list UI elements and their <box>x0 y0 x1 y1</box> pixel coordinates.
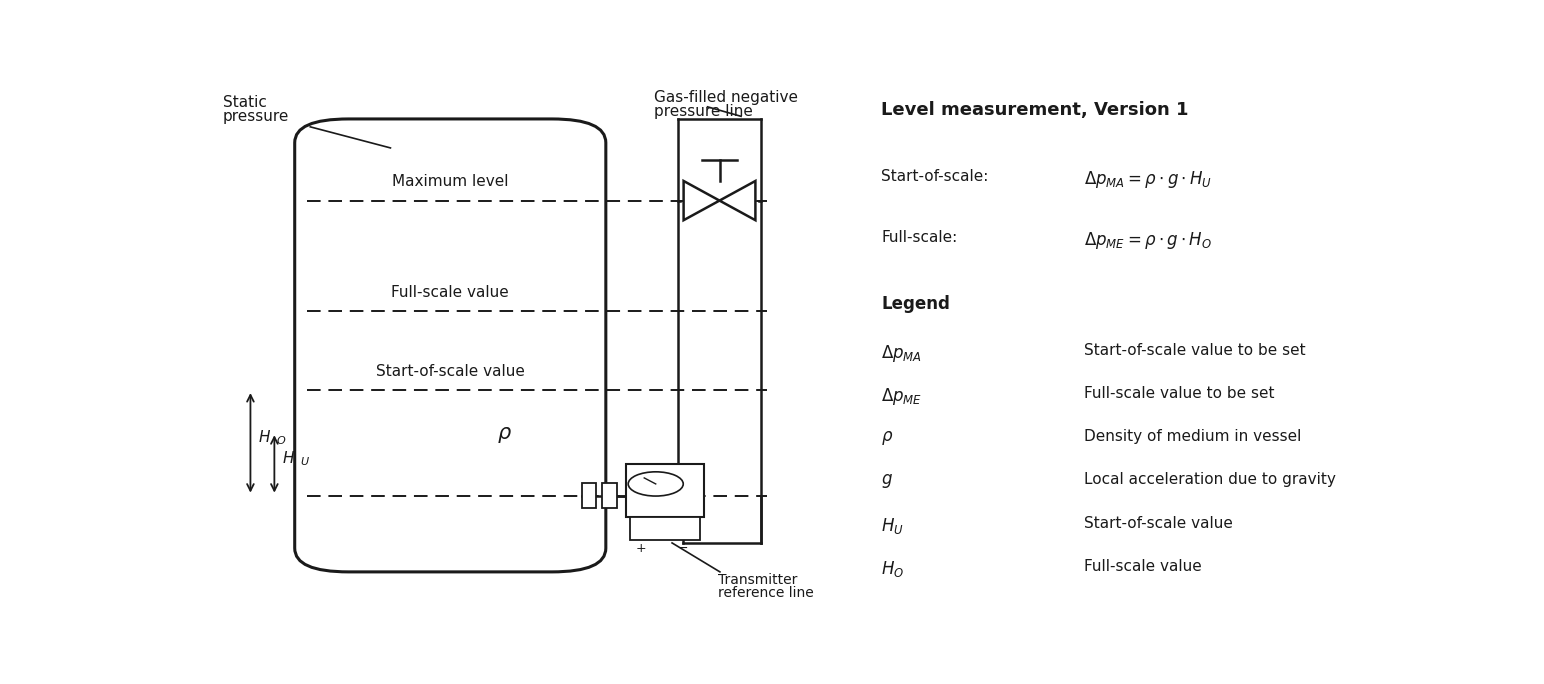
Text: +: + <box>635 542 645 555</box>
Text: $g$: $g$ <box>882 473 892 490</box>
Text: Full-scale value: Full-scale value <box>1084 559 1203 574</box>
Polygon shape <box>684 181 720 220</box>
Text: Full-scale value: Full-scale value <box>391 285 510 300</box>
Text: pressure: pressure <box>222 109 289 124</box>
Text: Full-scale value to be set: Full-scale value to be set <box>1084 386 1275 401</box>
Text: H: H <box>283 451 295 466</box>
Text: H: H <box>259 430 270 445</box>
Polygon shape <box>720 181 755 220</box>
Text: reference line: reference line <box>718 586 814 600</box>
Text: −: − <box>678 542 687 555</box>
Bar <box>602 483 616 508</box>
Text: $\rho$: $\rho$ <box>497 425 511 445</box>
Text: Start-of-scale value to be set: Start-of-scale value to be set <box>1084 343 1306 358</box>
Bar <box>630 516 699 540</box>
Circle shape <box>628 472 684 496</box>
Text: Static: Static <box>222 95 267 110</box>
Text: Gas-filled negative: Gas-filled negative <box>653 90 798 105</box>
Text: Density of medium in vessel: Density of medium in vessel <box>1084 429 1302 444</box>
Text: Level measurement, Version 1: Level measurement, Version 1 <box>882 101 1189 118</box>
Bar <box>627 464 704 516</box>
Text: $\Delta p_{MA} = \rho \cdot g \cdot H_U$: $\Delta p_{MA} = \rho \cdot g \cdot H_U$ <box>1084 169 1212 190</box>
Text: $\Delta p_{ME}$: $\Delta p_{ME}$ <box>882 386 922 407</box>
Text: O: O <box>276 436 286 446</box>
Text: Maximum level: Maximum level <box>392 174 508 189</box>
Text: Transmitter: Transmitter <box>718 573 797 588</box>
Text: $\rho$: $\rho$ <box>882 429 894 447</box>
FancyBboxPatch shape <box>295 119 605 572</box>
Bar <box>582 483 596 508</box>
Text: U: U <box>301 457 309 466</box>
Text: Start-of-scale:: Start-of-scale: <box>882 169 988 184</box>
Text: $H_U$: $H_U$ <box>882 516 903 536</box>
Text: Legend: Legend <box>882 295 950 313</box>
Text: $H_O$: $H_O$ <box>882 559 905 579</box>
Text: pressure line: pressure line <box>653 104 752 119</box>
Text: Start-of-scale value: Start-of-scale value <box>375 364 525 379</box>
Text: $\Delta p_{MA}$: $\Delta p_{MA}$ <box>882 343 922 364</box>
Text: $\Delta p_{ME} = \rho \cdot g \cdot H_O$: $\Delta p_{ME} = \rho \cdot g \cdot H_O$ <box>1084 230 1212 250</box>
Text: Full-scale:: Full-scale: <box>882 230 957 245</box>
Text: Start-of-scale value: Start-of-scale value <box>1084 516 1234 531</box>
Text: Local acceleration due to gravity: Local acceleration due to gravity <box>1084 473 1337 487</box>
